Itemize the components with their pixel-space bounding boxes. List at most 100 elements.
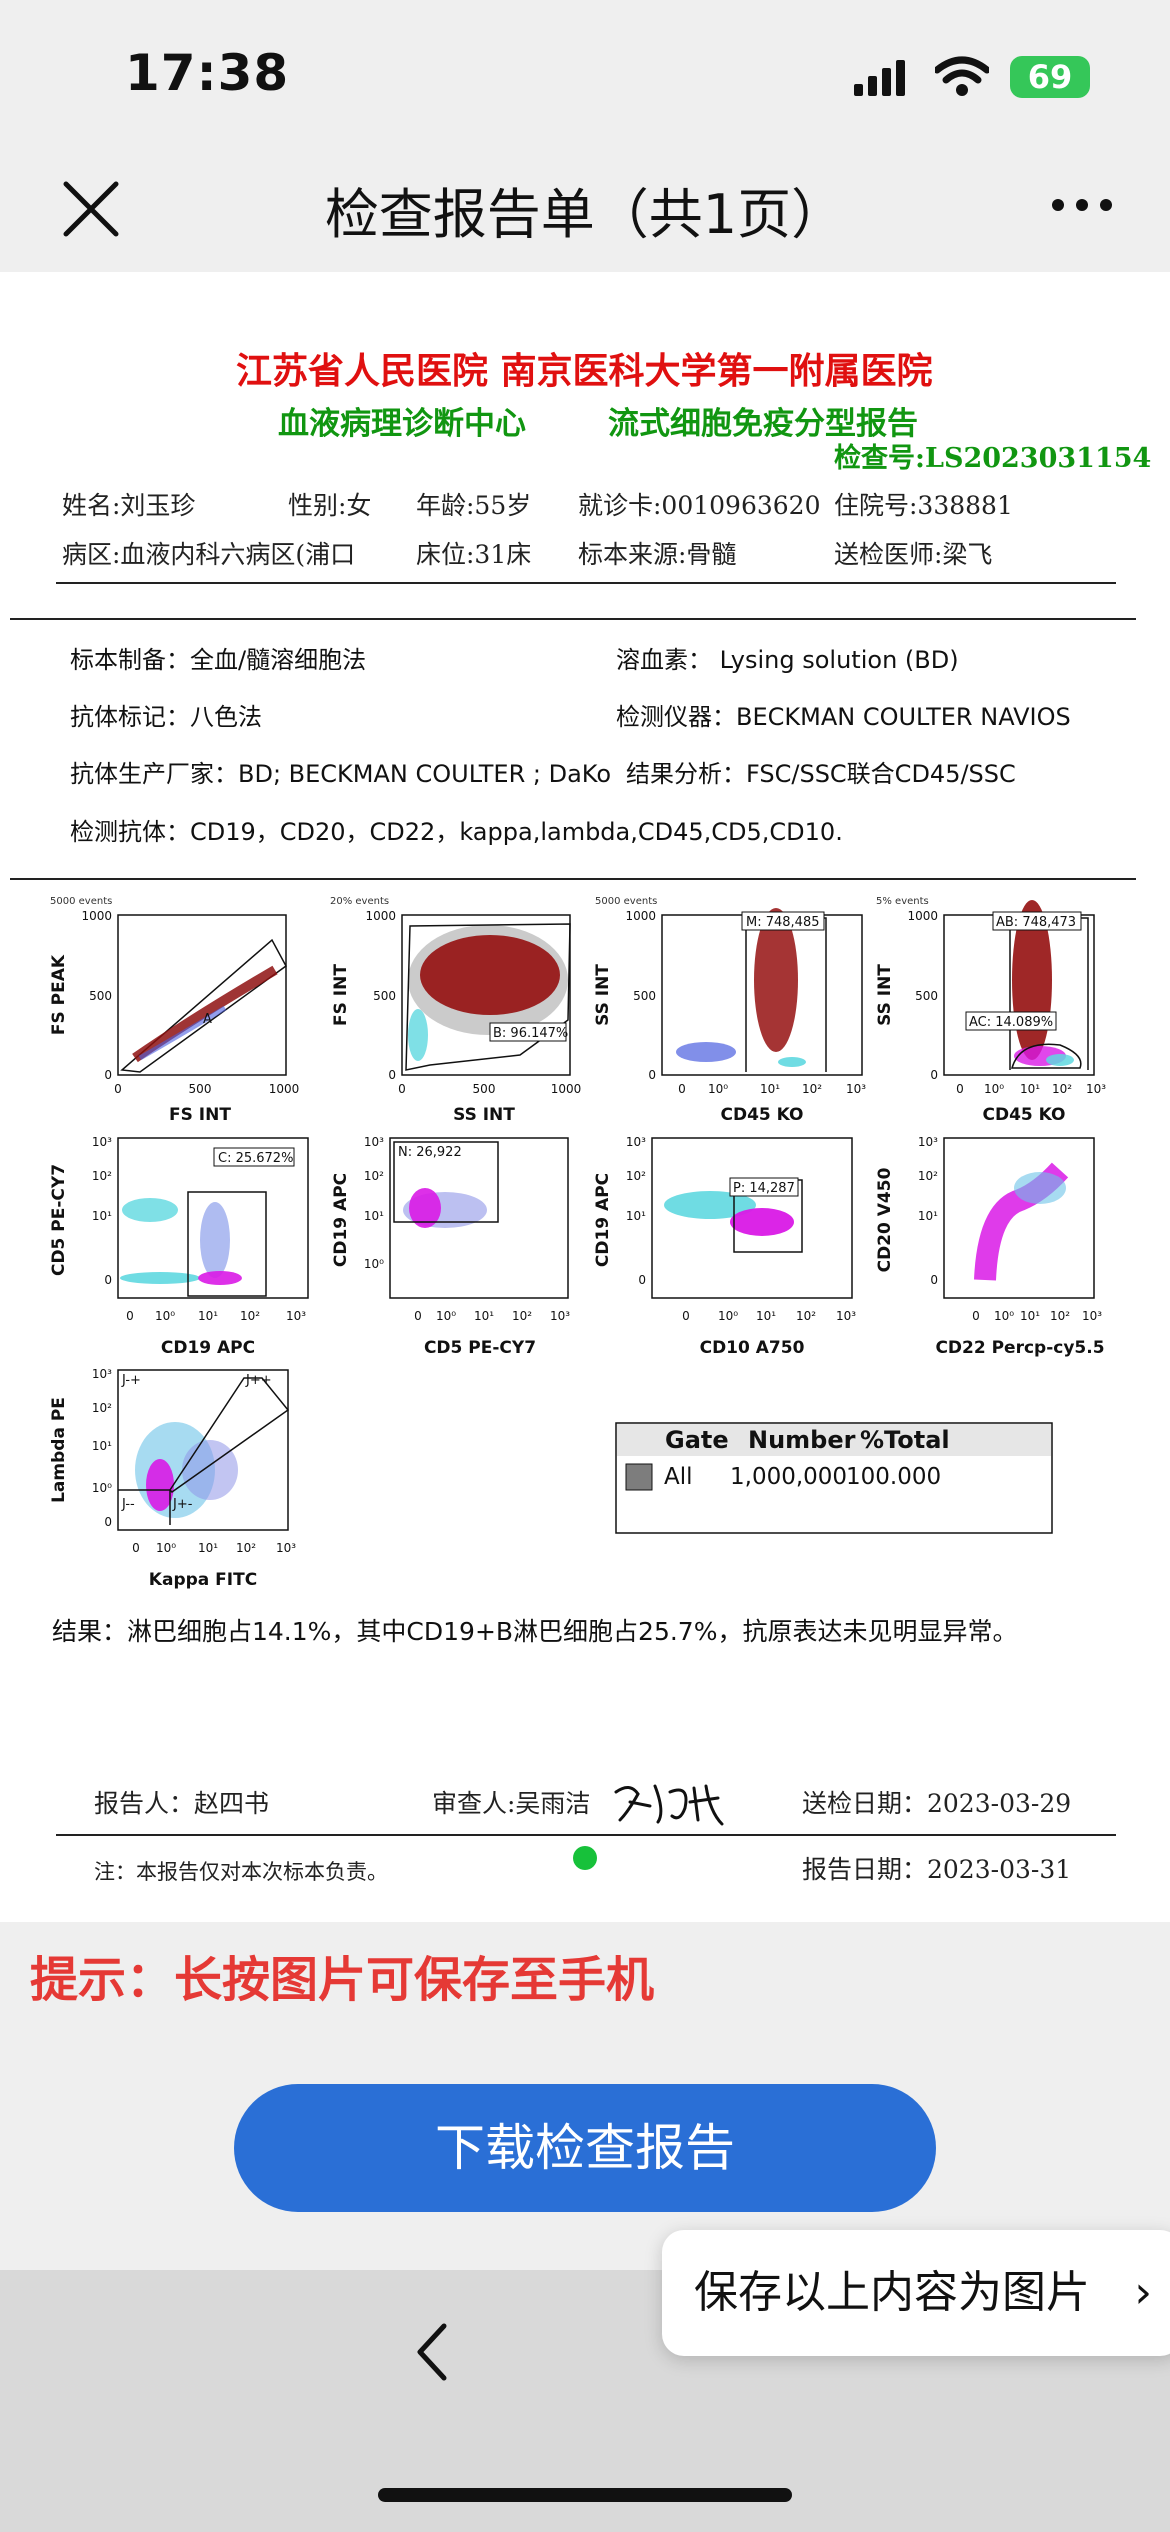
svg-text:0: 0 (414, 1309, 422, 1323)
svg-text:500: 500 (473, 1082, 496, 1096)
svg-text:10¹: 10¹ (626, 1209, 646, 1223)
divider (56, 582, 1116, 584)
svg-text:10⁰: 10⁰ (718, 1309, 738, 1323)
svg-text:10²: 10² (92, 1401, 112, 1415)
svg-text:SS INT: SS INT (875, 964, 895, 1026)
reviewer: 审查人:吴雨洁 (432, 1789, 591, 1818)
svg-text:0: 0 (104, 1515, 112, 1529)
svg-text:0: 0 (972, 1309, 980, 1323)
svg-text:10²: 10² (796, 1309, 816, 1323)
svg-text:CD19 APC: CD19 APC (161, 1338, 255, 1358)
svg-text:0: 0 (930, 1068, 938, 1082)
svg-text:FS PEAK: FS PEAK (49, 954, 69, 1035)
plot-cd22-cd20: CD22 Percp-cy5.5 CD20 V450 0 10⁰ 10¹ 10²… (875, 1135, 1105, 1358)
svg-text:10²: 10² (364, 1169, 384, 1183)
page-title: 检查报告单（共1页） (324, 183, 846, 246)
svg-text:J++: J++ (245, 1373, 272, 1388)
svg-text:500: 500 (373, 989, 396, 1003)
svg-text:10²: 10² (240, 1309, 260, 1323)
battery-icon: 69 (1010, 56, 1090, 98)
svg-text:10³: 10³ (364, 1135, 384, 1149)
svg-text:0: 0 (678, 1082, 686, 1096)
svg-text:FS INT: FS INT (331, 964, 351, 1026)
spec-lysing: 溶血素： Lysing solution (BD) (616, 646, 959, 674)
spec-instrument: 检测仪器：BECKMAN COULTER NAVIOS (616, 703, 1071, 731)
svg-text:10³: 10³ (92, 1135, 112, 1149)
wifi-icon (935, 56, 989, 96)
svg-text:500: 500 (189, 1082, 212, 1096)
svg-text:20% events: 20% events (330, 896, 389, 907)
svg-text:500: 500 (915, 989, 938, 1003)
svg-text:0: 0 (638, 1273, 646, 1287)
plot-cd5-cd19-apc: N: 26,922 CD5 PE-CY7 CD19 APC 0 10⁰ 10¹ … (331, 1135, 570, 1358)
svg-text:CD5 PE-CY7: CD5 PE-CY7 (424, 1338, 536, 1358)
svg-text:M: 748,485: M: 748,485 (746, 915, 820, 930)
svg-text:1000: 1000 (551, 1082, 582, 1096)
svg-text:10²: 10² (626, 1169, 646, 1183)
submit-date: 送检日期：2023-03-29 (802, 1789, 1072, 1818)
svg-text:CD20 V450: CD20 V450 (875, 1167, 895, 1272)
save-as-image-popup[interactable]: 保存以上内容为图片 › (662, 2230, 1170, 2356)
svg-text:10⁰: 10⁰ (156, 1541, 176, 1555)
svg-text:10³: 10³ (836, 1309, 856, 1323)
svg-text:10³: 10³ (626, 1135, 646, 1149)
reporter: 报告人：赵四书 (94, 1789, 270, 1818)
svg-text:N: 26,922: N: 26,922 (398, 1145, 462, 1160)
svg-text:0: 0 (648, 1068, 656, 1082)
svg-text:CD10 A750: CD10 A750 (700, 1338, 805, 1358)
report-image[interactable] (0, 272, 1170, 1922)
download-report-button[interactable]: 下载检查报告 (234, 2084, 936, 2212)
spec-prep: 标本制备：全血/髓溶细胞法 (70, 646, 367, 674)
svg-text:10²: 10² (802, 1082, 822, 1096)
svg-text:1000: 1000 (625, 909, 656, 923)
svg-text:10²: 10² (918, 1169, 938, 1183)
svg-text:10³: 10³ (550, 1309, 570, 1323)
hospital-name: 江苏省人民医院 南京医科大学第一附属医院 (236, 350, 933, 392)
spec-manufacturer: 抗体生产厂家：BD; BECKMAN COULTER ; DaKo (70, 760, 612, 788)
svg-text:CD45 KO: CD45 KO (982, 1105, 1065, 1125)
svg-text:C: 25.672%: C: 25.672% (218, 1151, 293, 1166)
specimen-source: 标本来源:骨髓 (578, 540, 737, 569)
close-icon[interactable] (60, 178, 122, 240)
svg-text:10¹: 10¹ (756, 1309, 776, 1323)
cellular-signal-icon (854, 60, 905, 96)
svg-text:%Total: %Total (860, 1426, 950, 1454)
chevron-right-icon: › (1134, 2267, 1152, 2318)
patient-name: 姓名:刘玉珍 (62, 491, 196, 520)
save-tip: 提示：长按图片可保存至手机 (30, 1952, 655, 2008)
signature (614, 1784, 724, 1826)
svg-text:J-+: J-+ (121, 1373, 141, 1388)
more-icon[interactable] (1050, 195, 1114, 215)
svg-text:Kappa FITC: Kappa FITC (149, 1570, 257, 1590)
divider (56, 1834, 1116, 1836)
save-as-image-label: 保存以上内容为图片 (694, 2267, 1090, 2318)
svg-text:5000 events: 5000 events (595, 896, 657, 907)
svg-text:500: 500 (633, 989, 656, 1003)
patient-bed: 床位:31床 (416, 540, 532, 569)
svg-text:FS INT: FS INT (169, 1105, 231, 1125)
referring-doctor: 送检医师:梁飞 (834, 540, 993, 569)
svg-text:0: 0 (956, 1082, 964, 1096)
svg-text:10¹: 10¹ (198, 1541, 218, 1555)
back-arrow-icon[interactable] (412, 2322, 452, 2382)
svg-text:J--: J-- (121, 1497, 135, 1512)
svg-text:Gate: Gate (665, 1426, 729, 1454)
svg-text:0: 0 (104, 1273, 112, 1287)
svg-text:10²: 10² (1050, 1309, 1070, 1323)
svg-text:10¹: 10¹ (760, 1082, 780, 1096)
report-date: 报告日期：2023-03-31 (802, 1855, 1072, 1884)
status-dot (573, 1846, 597, 1870)
status-time: 17:38 (125, 44, 290, 102)
svg-text:10¹: 10¹ (1020, 1082, 1040, 1096)
report-note: 注：本报告仅对本次标本负责。 (94, 1860, 388, 1884)
svg-text:A: A (203, 1012, 212, 1027)
svg-text:CD5 PE-CY7: CD5 PE-CY7 (49, 1164, 69, 1276)
report-type: 流式细胞免疫分型报告 (608, 406, 918, 442)
svg-text:10³: 10³ (918, 1135, 938, 1149)
svg-text:P: 14,287: P: 14,287 (733, 1181, 795, 1196)
svg-text:10⁰: 10⁰ (92, 1481, 112, 1495)
svg-text:1000: 1000 (907, 909, 938, 923)
svg-text:CD19 APC: CD19 APC (593, 1173, 613, 1267)
svg-text:1000: 1000 (269, 1082, 300, 1096)
svg-text:10⁰: 10⁰ (155, 1309, 175, 1323)
